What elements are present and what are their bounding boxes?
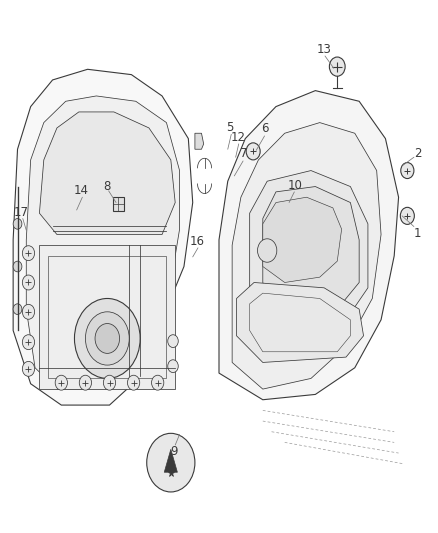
Circle shape bbox=[246, 143, 260, 160]
Text: 16: 16 bbox=[190, 235, 205, 248]
Polygon shape bbox=[13, 69, 193, 405]
Circle shape bbox=[55, 375, 67, 390]
Circle shape bbox=[13, 219, 22, 229]
Text: 10: 10 bbox=[288, 179, 303, 192]
Circle shape bbox=[168, 360, 178, 373]
Text: 17: 17 bbox=[14, 206, 28, 219]
Circle shape bbox=[329, 57, 345, 76]
Polygon shape bbox=[232, 123, 381, 389]
Circle shape bbox=[95, 324, 120, 353]
Circle shape bbox=[152, 375, 164, 390]
Text: 6: 6 bbox=[261, 123, 268, 135]
Text: 8: 8 bbox=[103, 180, 110, 193]
Circle shape bbox=[258, 239, 277, 262]
Circle shape bbox=[22, 275, 35, 290]
Circle shape bbox=[22, 361, 35, 376]
Circle shape bbox=[22, 304, 35, 319]
Circle shape bbox=[74, 298, 140, 378]
Circle shape bbox=[147, 433, 195, 492]
FancyBboxPatch shape bbox=[39, 245, 175, 389]
Circle shape bbox=[79, 375, 92, 390]
Text: 7: 7 bbox=[240, 147, 247, 160]
Text: 14: 14 bbox=[74, 184, 89, 197]
Polygon shape bbox=[164, 449, 177, 472]
Polygon shape bbox=[237, 282, 364, 362]
Polygon shape bbox=[195, 133, 204, 149]
Circle shape bbox=[22, 246, 35, 261]
Text: 5: 5 bbox=[226, 122, 233, 134]
Circle shape bbox=[103, 375, 116, 390]
Circle shape bbox=[168, 335, 178, 348]
Polygon shape bbox=[263, 187, 359, 314]
Circle shape bbox=[13, 304, 22, 314]
FancyBboxPatch shape bbox=[113, 197, 124, 211]
Polygon shape bbox=[39, 112, 175, 235]
Circle shape bbox=[85, 312, 129, 365]
Polygon shape bbox=[219, 91, 399, 400]
Circle shape bbox=[22, 335, 35, 350]
Polygon shape bbox=[26, 96, 180, 389]
Text: 13: 13 bbox=[317, 43, 332, 55]
Text: 2: 2 bbox=[413, 147, 421, 160]
Circle shape bbox=[127, 375, 140, 390]
Text: 12: 12 bbox=[231, 131, 246, 144]
Polygon shape bbox=[263, 197, 342, 282]
Circle shape bbox=[401, 163, 414, 179]
Polygon shape bbox=[250, 171, 368, 330]
Circle shape bbox=[13, 261, 22, 272]
Text: 1: 1 bbox=[413, 227, 421, 240]
Text: 9: 9 bbox=[170, 446, 178, 458]
Circle shape bbox=[400, 207, 414, 224]
